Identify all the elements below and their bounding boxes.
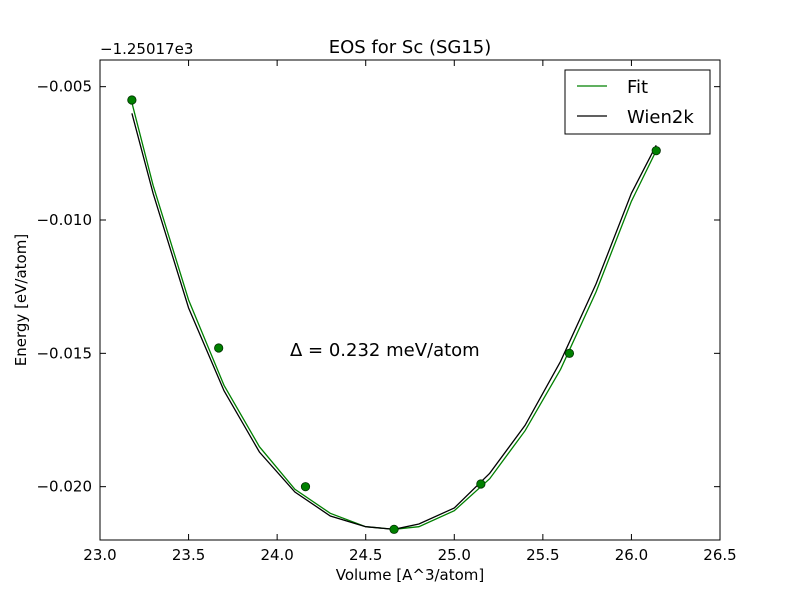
y-axis-label: Energy [eV/atom] (12, 234, 30, 366)
x-tick-label: 24.5 (349, 546, 382, 564)
axis-ticks: 23.0 23.5 24.0 24.5 25.0 25.5 26.0 26.5 −0.005 −0… (36, 60, 737, 564)
y-tick-label: −0.015 (36, 344, 92, 362)
data-point (476, 479, 486, 489)
x-tick-label: 23.0 (83, 546, 116, 564)
x-tick-label: 26.5 (703, 546, 736, 564)
legend: Fit Wien2k (564, 69, 711, 135)
data-point (214, 343, 224, 353)
data-point (389, 524, 399, 534)
data-point (651, 146, 661, 156)
chart-title: EOS for Sc (SG15) (329, 37, 492, 58)
data-point (300, 482, 311, 492)
data-points (127, 95, 661, 534)
x-tick-label: 23.5 (172, 546, 205, 564)
y-tick-label: −0.005 (36, 78, 92, 96)
legend-label-wien2k: Wien2k (627, 107, 694, 128)
legend-label-fit: Fit (627, 77, 648, 98)
legend-box (564, 69, 711, 135)
x-tick-label: 25.0 (438, 546, 471, 564)
y-tick-label: −0.010 (36, 211, 92, 229)
y-tick-label: −0.020 (36, 478, 92, 496)
data-point (564, 348, 575, 358)
data-point (127, 95, 137, 105)
y-offset-text: −1.25017e3 (100, 40, 193, 58)
plot-area (99, 59, 721, 541)
x-axis-label: Volume [A^3/atom] (336, 566, 485, 584)
delta-annotation: Δ = 0.232 meV/atom (290, 340, 480, 361)
x-tick-label: 26.0 (615, 546, 648, 564)
x-tick-label: 25.5 (526, 546, 559, 564)
x-tick-label: 24.0 (260, 546, 293, 564)
